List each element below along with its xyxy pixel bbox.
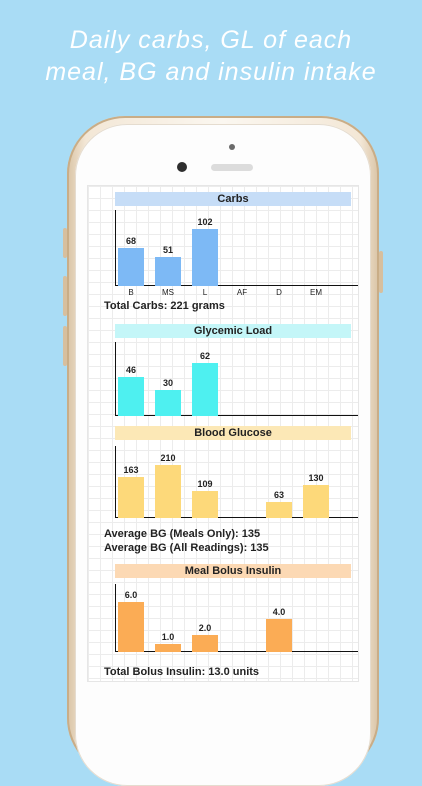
bg-value-label-b: 163 <box>123 465 139 475</box>
insulin-value-label-l: 2.0 <box>198 623 212 633</box>
bg-bar-d[interactable] <box>266 502 292 518</box>
insulin-value-label-ms: 1.0 <box>161 632 175 642</box>
gl-x-axis <box>115 415 358 416</box>
carbs-value-label-l: 102 <box>197 217 213 227</box>
insulin-x-axis <box>115 651 358 652</box>
proximity-sensor <box>229 144 235 150</box>
carbs-value-label-b: 68 <box>125 236 136 246</box>
carbs-title: Carbs <box>115 192 351 206</box>
gl-value-label-ms: 30 <box>162 378 173 388</box>
carbs-x-axis <box>115 285 358 286</box>
carbs-category-label-af: AF <box>236 288 248 297</box>
carbs-y-axis <box>115 210 116 286</box>
bg-value-label-em: 130 <box>308 473 324 483</box>
insulin-bar-l[interactable] <box>192 635 218 652</box>
gl-value-label-b: 46 <box>125 365 136 375</box>
carbs-bar-ms[interactable] <box>155 257 181 286</box>
bg-value-label-ms: 210 <box>160 453 176 463</box>
carbs-category-label-l: L <box>202 288 208 297</box>
insulin-bar-ms[interactable] <box>155 644 181 652</box>
volume-up-button <box>63 276 67 316</box>
gl-bar-l[interactable] <box>192 363 218 416</box>
gl-bar-b[interactable] <box>118 377 144 416</box>
average-bg-all-text: Average BG (All Readings): 135 <box>104 542 269 554</box>
carbs-value-label-ms: 51 <box>162 245 173 255</box>
carbs-category-label-b: B <box>128 288 134 297</box>
carbs-category-label-d: D <box>276 288 282 297</box>
insulin-value-label-b: 6.0 <box>124 590 138 600</box>
headline-line-1: Daily carbs, GL of each <box>69 26 353 54</box>
volume-down-button <box>63 326 67 366</box>
gl-bar-ms[interactable] <box>155 390 181 416</box>
gl-y-axis <box>115 342 116 416</box>
total-bolus-insulin-text: Total Bolus Insulin: 13.0 units <box>104 666 260 678</box>
bg-bar-l[interactable] <box>192 491 218 518</box>
bg-bar-ms[interactable] <box>155 465 181 518</box>
bg-bar-em[interactable] <box>303 485 329 518</box>
headline-line-2: meal, BG and insulin intake <box>45 58 377 86</box>
blood-glucose-title: Blood Glucose <box>115 426 351 440</box>
average-bg-meals-text: Average BG (Meals Only): 135 <box>104 528 261 540</box>
carbs-bar-b[interactable] <box>118 248 144 286</box>
insulin-y-axis <box>115 584 116 652</box>
gl-value-label-l: 62 <box>199 351 210 361</box>
app-screen[interactable]: Carbs 68 51 102 B MS L AF D EM Total Carbs: 221 … <box>87 185 359 682</box>
blood-glucose-chart[interactable]: 163 210 109 63 130 <box>115 446 358 518</box>
bg-value-label-l: 109 <box>197 479 213 489</box>
bg-y-axis <box>115 446 116 518</box>
mute-switch <box>63 228 67 258</box>
bg-value-label-d: 63 <box>273 490 284 500</box>
carbs-chart[interactable]: 68 51 102 B MS L AF D EM <box>115 210 358 297</box>
insulin-bar-b[interactable] <box>118 602 144 652</box>
carbs-category-label-em: EM <box>310 288 322 297</box>
total-carbs-text: Total Carbs: 221 grams <box>104 300 225 312</box>
bg-x-axis <box>115 517 358 518</box>
power-button <box>379 251 383 293</box>
insulin-value-label-d: 4.0 <box>272 607 286 617</box>
glycemic-load-chart[interactable]: 46 30 62 <box>115 342 358 416</box>
meal-bolus-insulin-title: Meal Bolus Insulin <box>115 564 351 578</box>
bg-bar-b[interactable] <box>118 477 144 518</box>
carbs-bar-l[interactable] <box>192 229 218 286</box>
earpiece-speaker <box>211 164 253 171</box>
carbs-category-label-ms: MS <box>162 288 174 297</box>
front-camera-icon <box>177 162 187 172</box>
meal-bolus-insulin-chart[interactable]: 6.0 1.0 2.0 4.0 <box>115 584 358 652</box>
insulin-bar-d[interactable] <box>266 619 292 652</box>
glycemic-load-title: Glycemic Load <box>115 324 351 338</box>
